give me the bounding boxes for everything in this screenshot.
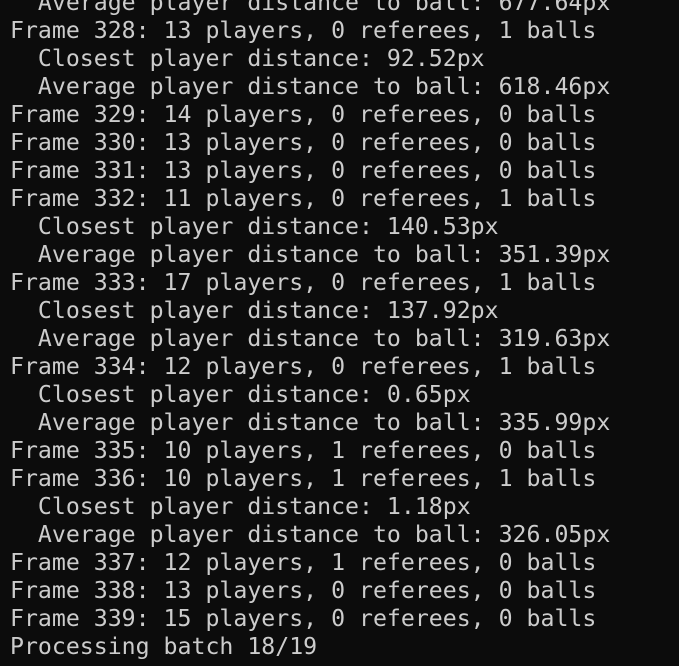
output-line: Frame 337: 12 players, 1 referees, 0 bal… — [10, 549, 597, 576]
output-line: Frame 329: 14 players, 0 referees, 0 bal… — [10, 101, 597, 128]
output-line: Closest player distance: 1.18px — [10, 493, 471, 520]
output-line: Frame 339: 15 players, 0 referees, 0 bal… — [10, 605, 597, 632]
output-line: Closest player distance: 137.92px — [10, 297, 499, 324]
output-line: Average player distance to ball: 335.99p… — [10, 409, 611, 436]
output-line: Average player distance to ball: 351.39p… — [10, 241, 611, 268]
output-line: Average player distance to ball: 618.46p… — [10, 73, 611, 100]
output-line: Frame 328: 13 players, 0 referees, 1 bal… — [10, 17, 597, 44]
output-line: Average player distance to ball: 326.05p… — [10, 521, 611, 548]
output-line: Frame 330: 13 players, 0 referees, 0 bal… — [10, 129, 597, 156]
output-line: Average player distance to ball: 319.63p… — [10, 325, 611, 352]
output-line: Frame 331: 13 players, 0 referees, 0 bal… — [10, 157, 597, 184]
output-line: Closest player distance: 92.52px — [10, 45, 485, 72]
output-line: Average player distance to ball: 677.64p… — [10, 0, 611, 16]
output-line: Frame 336: 10 players, 1 referees, 1 bal… — [10, 465, 597, 492]
output-line: Frame 332: 11 players, 0 referees, 1 bal… — [10, 185, 597, 212]
output-line: Closest player distance: 140.53px — [10, 213, 499, 240]
output-line: Frame 338: 13 players, 0 referees, 0 bal… — [10, 577, 597, 604]
output-line: Frame 334: 12 players, 0 referees, 1 bal… — [10, 353, 597, 380]
output-line: Processing batch 18/19 — [10, 633, 318, 660]
output-line: Frame 333: 17 players, 0 referees, 1 bal… — [10, 269, 597, 296]
output-line: Frame 335: 10 players, 1 referees, 0 bal… — [10, 437, 597, 464]
output-line: Closest player distance: 0.65px — [10, 381, 471, 408]
